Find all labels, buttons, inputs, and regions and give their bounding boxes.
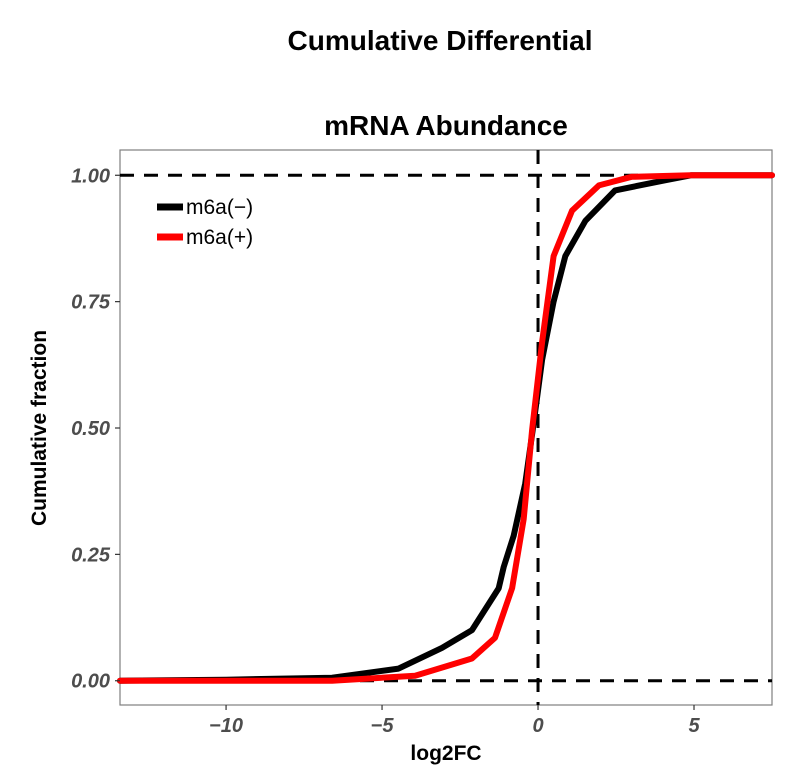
y-tick-label: 0.50 xyxy=(71,418,110,440)
y-axis-label: Cumulative fraction xyxy=(28,330,51,526)
chart-title-line-1: Cumulative Differential xyxy=(288,25,593,56)
plot-panel xyxy=(119,149,773,706)
x-tick-label: −10 xyxy=(209,715,243,737)
y-tick-label: 0.00 xyxy=(71,671,110,693)
y-tick-label: 0.25 xyxy=(71,544,111,566)
y-tick-label: 1.00 xyxy=(71,165,110,187)
chart-title-line-2: mRNA Abundance xyxy=(324,110,568,141)
series-line-1 xyxy=(117,172,775,684)
x-tick-label: 5 xyxy=(688,715,700,737)
x-tick-label: −5 xyxy=(371,715,395,737)
y-tick-label: 0.75 xyxy=(71,292,111,314)
x-tick-label: 0 xyxy=(532,715,543,737)
legend: m6a(−) m6a(+) xyxy=(157,196,253,249)
legend-label-m6a-minus: m6a(−) xyxy=(186,196,253,219)
legend-label-m6a-plus: m6a(+) xyxy=(186,226,253,249)
x-axis-label: log2FC xyxy=(410,742,481,765)
